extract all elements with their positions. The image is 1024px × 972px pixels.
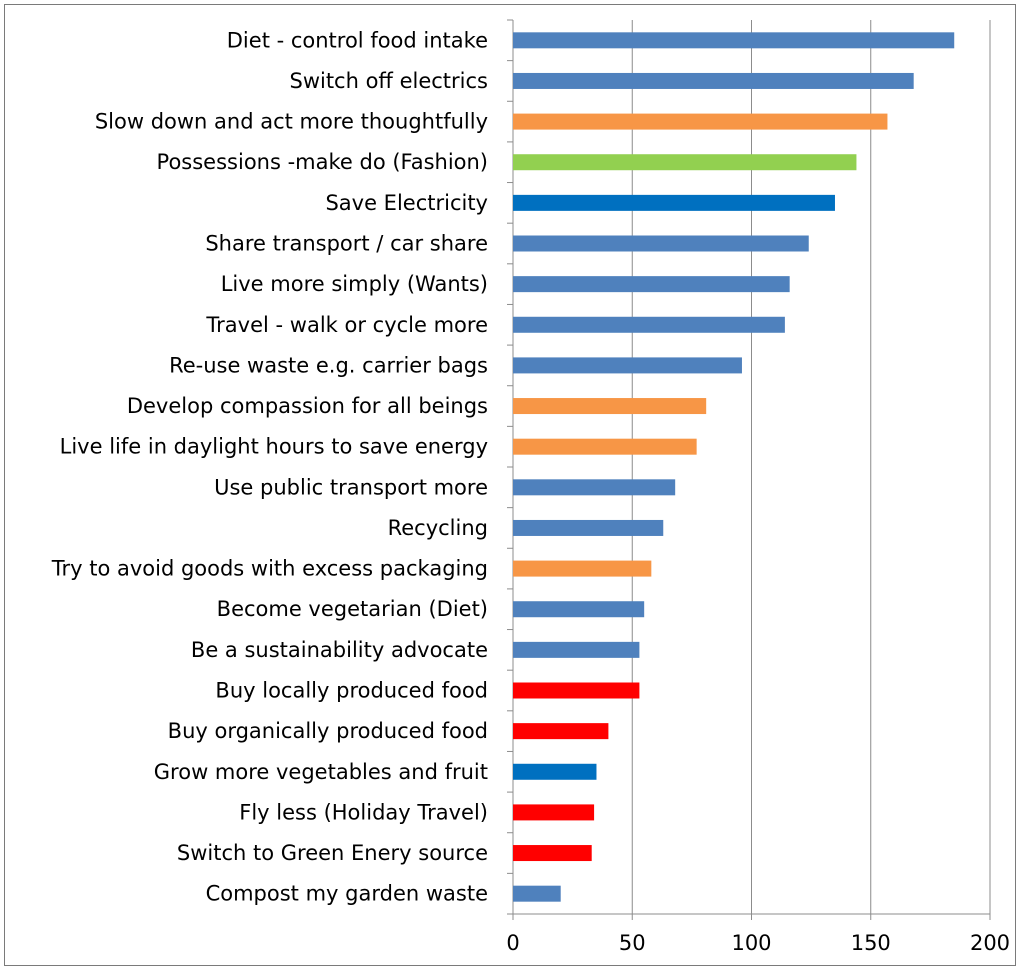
x-tick-label: 0 bbox=[506, 931, 519, 955]
bar bbox=[513, 438, 697, 455]
bar bbox=[513, 113, 888, 130]
x-tick-label: 200 bbox=[970, 931, 1010, 955]
bar bbox=[513, 194, 835, 211]
bar bbox=[513, 560, 652, 577]
bar bbox=[513, 32, 955, 49]
category-label: Re-use waste e.g. carrier bags bbox=[169, 353, 488, 377]
category-label: Be a sustainability advocate bbox=[191, 638, 488, 662]
category-label: Switch off electrics bbox=[289, 69, 488, 93]
bar bbox=[513, 885, 561, 902]
bar bbox=[513, 357, 742, 374]
category-label: Switch to Green Enery source bbox=[177, 841, 488, 865]
category-label: Possessions -make do (Fashion) bbox=[157, 150, 488, 174]
bar bbox=[513, 723, 609, 740]
category-label: Become vegetarian (Diet) bbox=[217, 597, 488, 621]
bar bbox=[513, 763, 597, 780]
bar bbox=[513, 519, 664, 536]
bar bbox=[513, 316, 785, 333]
bar bbox=[513, 154, 857, 171]
bar bbox=[513, 601, 645, 618]
category-label: Diet - control food intake bbox=[227, 28, 488, 52]
bar bbox=[513, 641, 640, 658]
category-label: Develop compassion for all beings bbox=[127, 394, 488, 418]
category-label: Buy organically produced food bbox=[168, 719, 488, 743]
category-label: Share transport / car share bbox=[205, 232, 488, 256]
category-label: Slow down and act more thoughtfully bbox=[95, 110, 488, 134]
category-label: Live more simply (Wants) bbox=[221, 272, 488, 296]
bar bbox=[513, 72, 914, 89]
category-label: Compost my garden waste bbox=[206, 882, 488, 906]
bar bbox=[513, 276, 790, 293]
category-label: Use public transport more bbox=[214, 475, 488, 499]
category-label: Fly less (Holiday Travel) bbox=[239, 800, 488, 824]
category-label: Save Electricity bbox=[325, 191, 488, 215]
x-tick-label: 50 bbox=[619, 931, 646, 955]
bar bbox=[513, 235, 809, 252]
bar bbox=[513, 479, 676, 496]
category-label: Grow more vegetables and fruit bbox=[154, 760, 488, 784]
bar bbox=[513, 682, 640, 699]
x-tick-label: 100 bbox=[731, 931, 771, 955]
category-label: Live life in daylight hours to save ener… bbox=[60, 435, 488, 459]
category-label: Try to avoid goods with excess packaging bbox=[51, 557, 488, 581]
category-label: Travel - walk or cycle more bbox=[205, 313, 488, 337]
bar bbox=[513, 804, 595, 821]
x-tick-label: 150 bbox=[851, 931, 891, 955]
category-label: Recycling bbox=[388, 516, 488, 540]
category-label: Buy locally produced food bbox=[215, 679, 488, 703]
bar bbox=[513, 845, 592, 862]
bar bbox=[513, 398, 707, 415]
